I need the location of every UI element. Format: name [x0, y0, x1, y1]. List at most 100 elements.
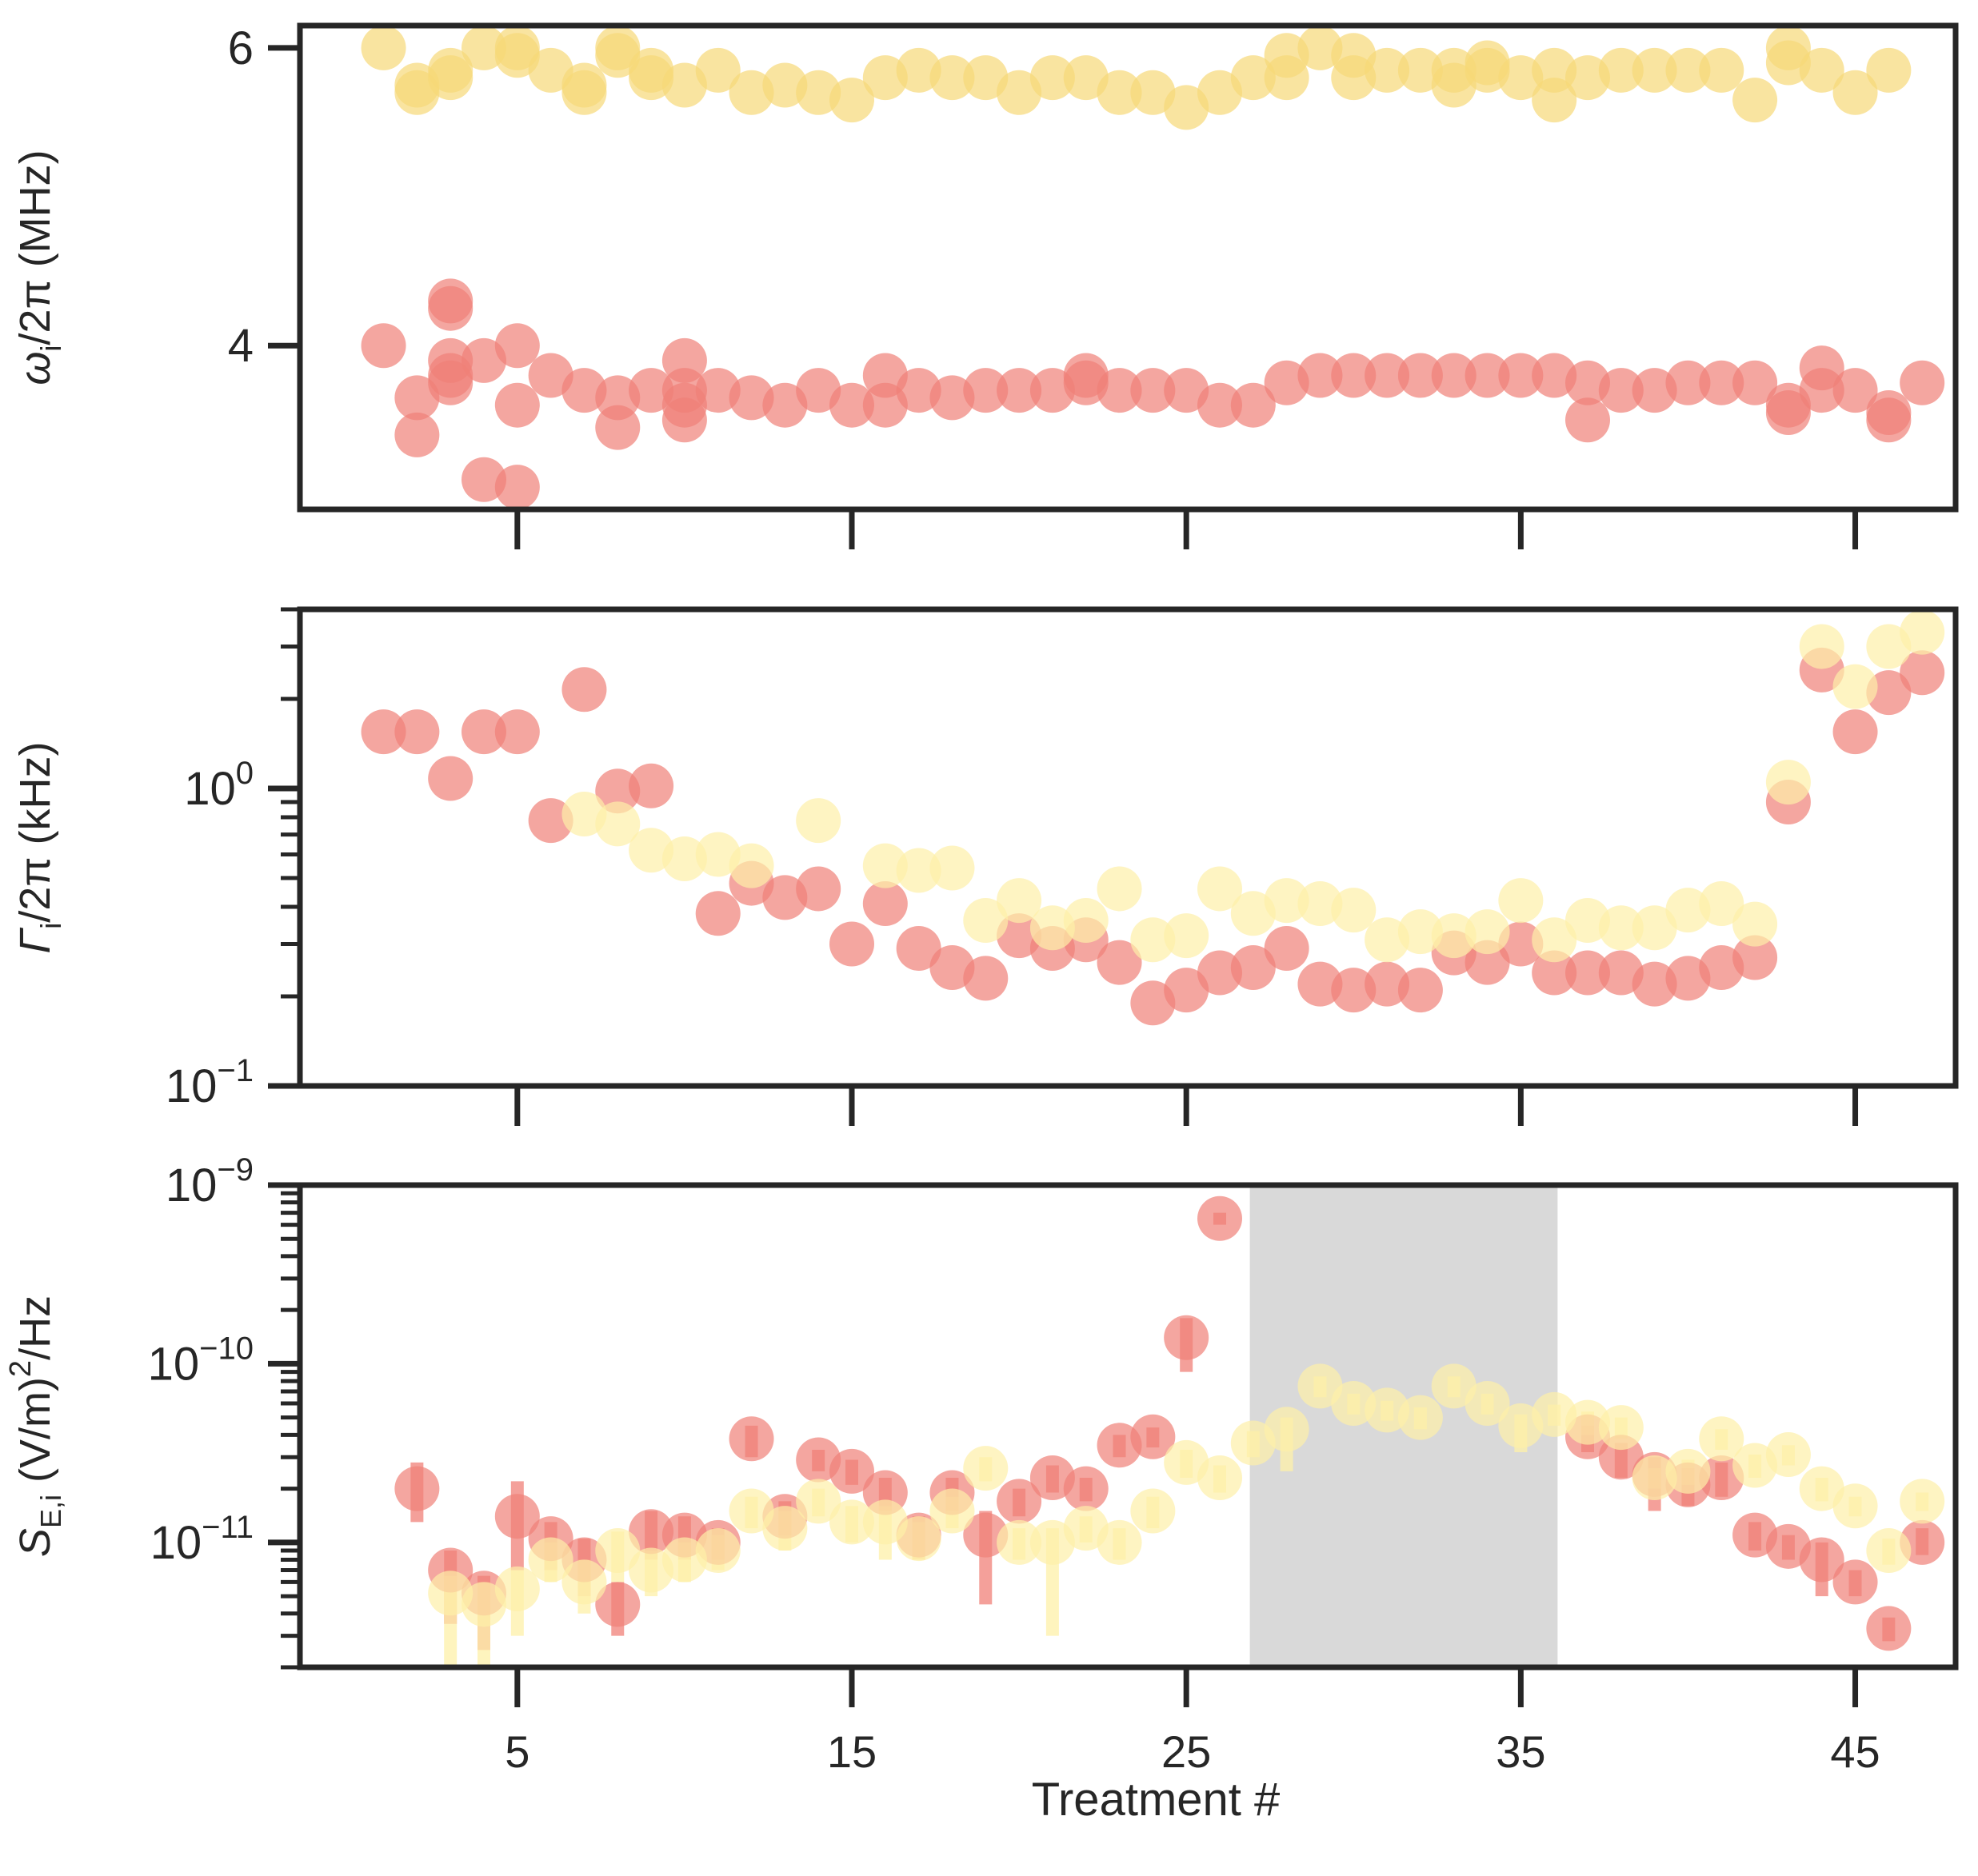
data-point [1832, 1559, 1878, 1605]
data-point [428, 360, 474, 405]
data-point [462, 26, 506, 70]
data-point [1732, 360, 1778, 405]
data-point [1632, 368, 1677, 413]
data-point [695, 1528, 741, 1574]
data-point [1431, 47, 1477, 93]
data-point [997, 70, 1042, 115]
y-tick-label: 10−1 [166, 1053, 254, 1112]
data-point [1832, 70, 1878, 115]
data-point [1130, 70, 1176, 115]
data-point [361, 709, 406, 755]
data-point [929, 375, 975, 421]
data-point [1365, 917, 1410, 963]
axes-frame [297, 606, 1959, 1089]
data-point [1097, 1423, 1142, 1468]
x-tick-label: 5 [505, 1726, 529, 1777]
data-point [963, 956, 1009, 1001]
data-point [1900, 650, 1945, 696]
data-point [1097, 70, 1142, 115]
data-point [1832, 664, 1878, 709]
data-point [1230, 1420, 1276, 1466]
data-point [1832, 1483, 1878, 1529]
data-point [361, 323, 406, 369]
data-point [796, 70, 841, 115]
data-point [729, 843, 774, 888]
data-point [1900, 1479, 1945, 1524]
data-markers [394, 1195, 1945, 1667]
data-point [1565, 397, 1610, 443]
data-point [1465, 353, 1510, 398]
data-point [1063, 360, 1109, 405]
data-point [829, 78, 874, 123]
data-point [1866, 1528, 1912, 1574]
data-point [1665, 1448, 1711, 1494]
data-point [1732, 78, 1778, 123]
data-point [462, 709, 506, 755]
data-point [796, 1479, 841, 1524]
data-point [829, 1499, 874, 1545]
data-point [1264, 1407, 1309, 1452]
data-point [361, 26, 406, 70]
data-point [1297, 961, 1343, 1007]
data-point [762, 62, 808, 108]
data-point [1799, 624, 1844, 669]
data-point [1665, 47, 1711, 93]
data-point [1297, 1363, 1343, 1409]
y-axis-title: Γi/2π (kHz) [11, 741, 67, 953]
data-point [1765, 382, 1811, 428]
data-point [1097, 368, 1142, 413]
data-point [1732, 935, 1778, 980]
data-point [1130, 1488, 1176, 1534]
data-point [1565, 950, 1610, 996]
data-point [1297, 26, 1343, 70]
data-point [862, 1499, 908, 1545]
data-point [796, 368, 841, 413]
data-point [1197, 70, 1242, 115]
data-point [695, 891, 741, 936]
data-point [1632, 1455, 1677, 1501]
data-point [963, 55, 1009, 101]
data-point [595, 1582, 641, 1627]
data-point [494, 33, 540, 78]
data-point [1532, 1391, 1577, 1437]
data-point [595, 801, 641, 847]
data-point [1866, 390, 1912, 435]
data-point [1297, 881, 1343, 927]
data-point [1431, 353, 1477, 398]
data-point [1665, 888, 1711, 933]
y-tick-label: 10−10 [148, 1331, 254, 1390]
data-point [1866, 670, 1912, 716]
data-point [1465, 940, 1510, 985]
data-point [494, 465, 540, 509]
data-point [1799, 368, 1844, 413]
data-point [695, 368, 741, 413]
data-point [629, 368, 674, 413]
data-point [1900, 609, 1945, 655]
data-point [1164, 1439, 1209, 1485]
data-point [762, 382, 808, 428]
data-point [1866, 624, 1912, 669]
data-point [528, 798, 573, 844]
y-axis-title: ωi/2π (MHz) [11, 150, 67, 385]
data-point [1264, 925, 1309, 971]
data-point [462, 1582, 506, 1627]
data-point [1331, 1380, 1377, 1426]
field-noise-panel: 5 15 25 35 45 10−11 10−10 10−9 SE,i (V/m)2/Hz [4, 1152, 1959, 1777]
data-point [394, 62, 440, 108]
data-point [629, 47, 674, 93]
data-point [963, 368, 1009, 413]
data-point [1732, 901, 1778, 947]
data-point [394, 709, 440, 755]
data-point [494, 382, 540, 428]
data-point [1632, 47, 1677, 93]
data-point [1465, 1380, 1510, 1426]
data-point [629, 763, 674, 808]
data-point [929, 845, 975, 891]
data-point [796, 866, 841, 912]
data-point [1866, 1606, 1912, 1651]
data-point [1164, 1315, 1209, 1360]
data-point [1598, 1405, 1644, 1451]
data-point [1029, 368, 1075, 413]
data-point [1264, 878, 1309, 924]
data-point [1431, 913, 1477, 959]
